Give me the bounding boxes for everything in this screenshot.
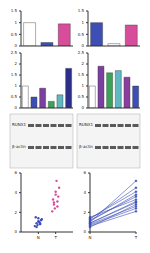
svg-text:0.5: 0.5 — [78, 32, 85, 37]
svg-text:4: 4 — [83, 190, 86, 195]
svg-text:2.5: 2.5 — [11, 50, 18, 55]
svg-text:0: 0 — [14, 105, 17, 110]
svg-text:2: 2 — [83, 210, 86, 215]
svg-text:2: 2 — [81, 61, 84, 66]
svg-text:1: 1 — [81, 20, 84, 25]
svg-text:β-actin: β-actin — [79, 144, 93, 149]
svg-text:RUNX1: RUNX1 — [12, 122, 26, 127]
svg-text:0.5: 0.5 — [11, 32, 18, 37]
svg-text:N: N — [37, 235, 40, 240]
svg-text:T: T — [53, 235, 57, 240]
svg-text:6: 6 — [83, 170, 86, 175]
svg-text:0: 0 — [14, 229, 17, 234]
svg-text:0.5: 0.5 — [11, 94, 18, 99]
svg-text:RUNX1: RUNX1 — [79, 122, 93, 127]
svg-text:0: 0 — [81, 105, 84, 110]
svg-text:1.5: 1.5 — [11, 8, 18, 13]
svg-text:0: 0 — [81, 43, 84, 48]
svg-text:0: 0 — [83, 229, 86, 234]
svg-text:β-actin: β-actin — [12, 144, 26, 149]
svg-text:4: 4 — [14, 190, 17, 195]
svg-text:1: 1 — [14, 20, 17, 25]
svg-text:2.5: 2.5 — [78, 50, 85, 55]
svg-text:1.5: 1.5 — [78, 72, 85, 77]
svg-text:2: 2 — [14, 61, 17, 66]
svg-text:N: N — [89, 235, 92, 240]
svg-text:1.5: 1.5 — [11, 72, 18, 77]
svg-text:1: 1 — [14, 83, 17, 88]
svg-text:6: 6 — [14, 170, 17, 175]
svg-text:1: 1 — [81, 83, 84, 88]
svg-text:0: 0 — [14, 43, 17, 48]
svg-text:0.5: 0.5 — [78, 94, 85, 99]
svg-text:T: T — [134, 235, 138, 240]
svg-text:1.5: 1.5 — [78, 8, 85, 13]
svg-text:2: 2 — [14, 210, 17, 215]
